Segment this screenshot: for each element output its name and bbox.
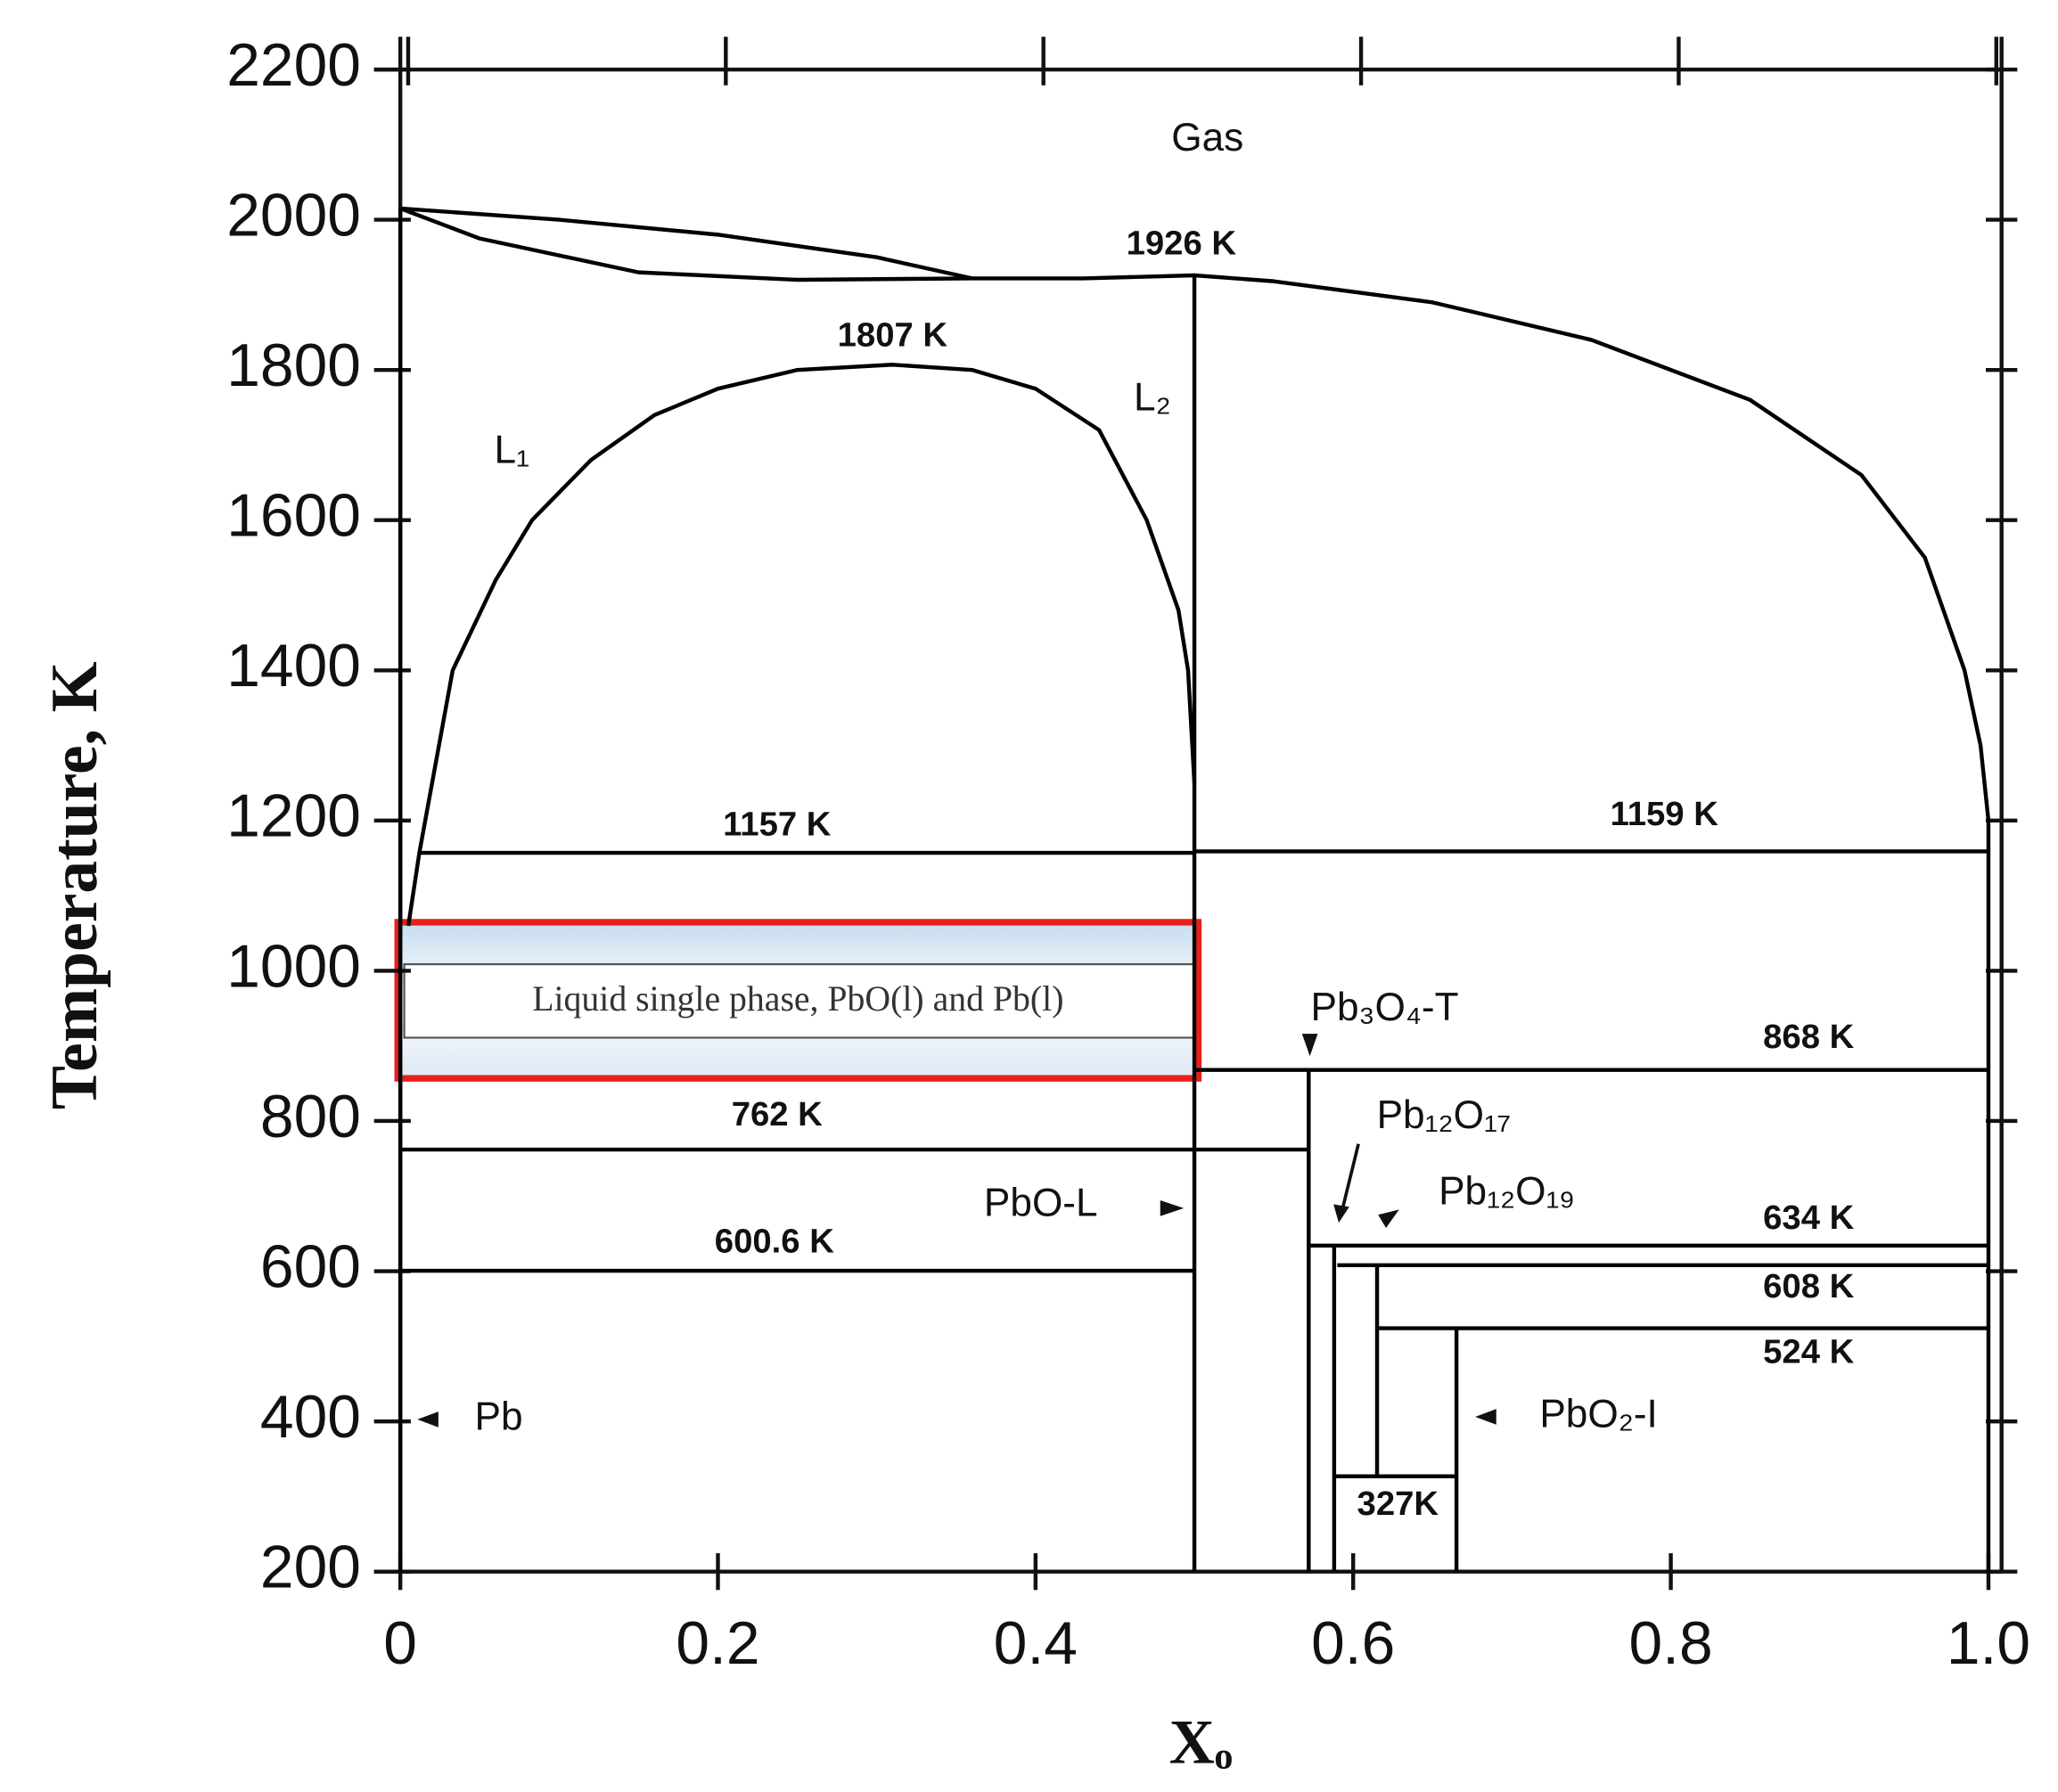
y-axis-label: Temperature, K — [37, 661, 111, 1109]
y-tick-label: 400 — [260, 1384, 361, 1451]
x-axis-label: Xₒ — [1169, 1708, 1233, 1778]
arrow — [1160, 1200, 1185, 1216]
x-tick-label: 0.2 — [676, 1610, 759, 1677]
x-tick-label: 0.6 — [1311, 1610, 1395, 1677]
x-tick-label: 1.0 — [1947, 1610, 2030, 1677]
y-tick-label: 1200 — [226, 783, 361, 850]
annotation: 608 K — [1763, 1267, 1854, 1305]
annotation: Pb₁₂O₁₇ — [1377, 1093, 1512, 1137]
annotation: 1157 K — [723, 806, 832, 844]
highlight-box — [394, 919, 1202, 1082]
annotation: 600.6 K — [715, 1223, 834, 1261]
highlight-inner — [403, 962, 1196, 1039]
annotation: 634 K — [1763, 1199, 1854, 1237]
phase-boundary — [399, 206, 1991, 822]
annotation: L₂ — [1134, 376, 1171, 420]
annotation: Pb — [475, 1395, 523, 1439]
y-tick-label: 600 — [260, 1233, 361, 1300]
arrow — [417, 1412, 439, 1428]
annotation: 327K — [1357, 1485, 1439, 1523]
y-tick-label: 1800 — [226, 332, 361, 399]
annotation: Gas — [1171, 116, 1243, 160]
y-tick-label: 1000 — [226, 933, 361, 1000]
y-tick-label: 2200 — [226, 32, 361, 99]
phase-boundary — [406, 363, 1197, 927]
y-tick-label: 200 — [260, 1534, 361, 1601]
y-tick-label: 800 — [260, 1084, 361, 1150]
annotation: 762 K — [732, 1095, 823, 1133]
annotation: L₁ — [495, 429, 529, 472]
annotation: PbO₂-I — [1539, 1393, 1657, 1436]
annotation: 868 K — [1763, 1018, 1854, 1056]
x-tick-label: 0.4 — [994, 1610, 1078, 1677]
x-tick-label: 0.8 — [1629, 1610, 1713, 1677]
arrow — [1340, 1143, 1360, 1215]
y-tick-label: 1400 — [226, 633, 361, 700]
arrow — [1378, 1209, 1399, 1228]
y-tick-label: 1600 — [226, 483, 361, 550]
annotation: Pb₁₂O₁₉ — [1439, 1169, 1575, 1213]
arrow — [1301, 1034, 1318, 1057]
annotation: 1159 K — [1611, 795, 1719, 833]
annotation: 524 K — [1763, 1332, 1854, 1371]
annotation: 1926 K — [1127, 224, 1237, 262]
highlight-label: Liquid single phase, PbO(l) and Pb(l) — [532, 979, 1063, 1019]
y-tick-label: 2000 — [226, 182, 361, 249]
phase-boundary — [399, 206, 973, 281]
annotation: 1807 K — [838, 315, 948, 354]
annotation: Pb₃O₄-T — [1311, 986, 1459, 1029]
x-tick-label: 0 — [383, 1610, 417, 1677]
arrow — [1475, 1409, 1496, 1425]
annotation: PbO-L — [984, 1182, 1098, 1225]
